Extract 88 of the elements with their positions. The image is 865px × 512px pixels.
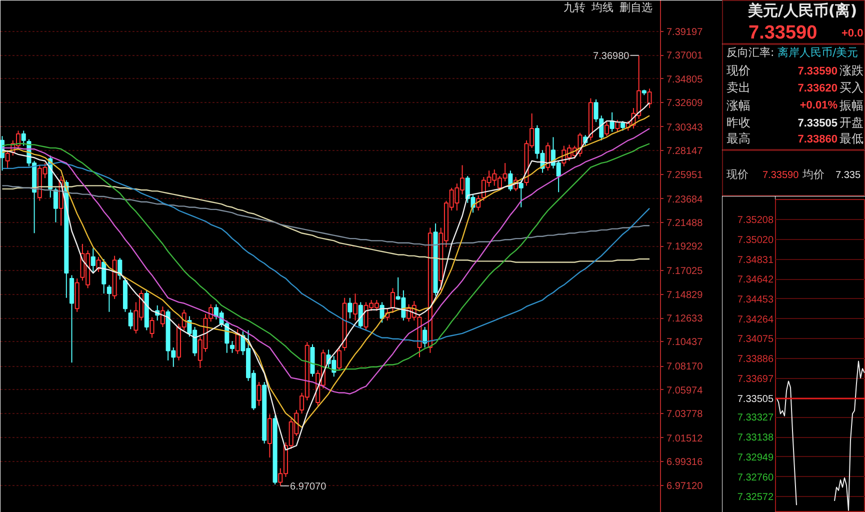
candlestick — [348, 297, 352, 319]
text: +0.01% — [800, 100, 838, 112]
text: 反向汇率: — [726, 46, 774, 59]
text: 7.33590 — [798, 66, 838, 78]
y-tick-label: 7.33327 — [737, 412, 774, 424]
text: 均价 — [802, 168, 824, 181]
text: 美元/人民币(离) — [746, 2, 858, 20]
y-tick-label: 7.12633 — [666, 314, 704, 324]
candlestick — [21, 130, 26, 146]
candlestick — [336, 346, 342, 371]
y-tick-label: 7.30343 — [666, 122, 704, 134]
y-tick-label: 7.23684 — [666, 194, 704, 206]
text: 最低 — [840, 132, 864, 146]
text: 离岸人民币/美元 — [778, 46, 858, 59]
candlestick — [150, 316, 154, 338]
annotation: 九转 — [564, 1, 586, 14]
candlestick — [620, 120, 626, 132]
y-tick-label: 7.21488 — [666, 218, 704, 229]
text: 涨跌 — [840, 64, 864, 78]
y-tick-label: 7.25951 — [666, 170, 704, 181]
y-tick-label: 7.32949 — [737, 452, 774, 464]
text: 开盘 — [840, 116, 864, 130]
annotation: 6.97070 — [290, 481, 327, 492]
text: 7.33505 — [798, 118, 838, 130]
y-tick-label: 7.32609 — [666, 98, 704, 110]
text: 涨幅 — [726, 98, 750, 112]
text: 买入 — [840, 80, 864, 94]
line-series — [2, 185, 650, 263]
y-tick-label: 7.35020 — [737, 234, 774, 246]
y-tick-label: 7.03778 — [666, 409, 704, 420]
candlestick — [422, 326, 428, 348]
y-tick-label: 7.33697 — [737, 374, 774, 385]
y-tick-label: 7.08170 — [666, 362, 704, 373]
y-tick-label: 7.33886 — [737, 354, 774, 366]
text: 7.33590 — [762, 170, 800, 181]
y-tick-label: 7.28147 — [666, 146, 704, 158]
candlestick — [102, 258, 106, 294]
candlestick — [90, 248, 96, 274]
text: 振幅 — [840, 98, 864, 112]
annotation: 7.36980 — [593, 50, 630, 62]
text: 7.33620 — [798, 82, 838, 94]
y-tick-label: 7.17025 — [666, 266, 704, 278]
line-series — [2, 185, 650, 246]
candlestick — [518, 180, 524, 208]
y-tick-label: 7.01512 — [666, 433, 704, 444]
candlestick — [53, 187, 58, 223]
candlestick — [128, 309, 133, 330]
candlestick — [546, 142, 550, 172]
candlestick — [390, 288, 396, 314]
text: 卖出 — [726, 80, 750, 94]
y-tick-label: 7.14829 — [666, 290, 704, 301]
candlestick — [96, 256, 101, 272]
y-tick-label: 7.34264 — [737, 314, 774, 326]
candlestick — [256, 381, 262, 406]
annotation: 删自选 — [620, 1, 652, 14]
text: +0.0 — [842, 28, 864, 40]
candlestick — [647, 88, 652, 109]
text: 7.33860 — [798, 134, 838, 146]
candlestick — [353, 293, 358, 322]
y-tick-label: 7.19292 — [666, 242, 704, 253]
y-tick-label: 7.10437 — [666, 337, 704, 348]
candlestick — [230, 340, 235, 354]
text: 昨收 — [726, 116, 750, 130]
y-tick-label: 7.32572 — [737, 492, 774, 504]
text: 现价 — [726, 64, 750, 78]
y-tick-label: 7.34453 — [737, 294, 774, 306]
y-tick-label: 7.33138 — [737, 432, 774, 444]
text: 最高 — [726, 132, 750, 146]
candlestick — [106, 284, 112, 312]
y-tick-label: 7.39197 — [666, 26, 704, 38]
line-series — [2, 161, 650, 343]
y-tick-label: 7.34805 — [666, 74, 704, 86]
y-tick-label: 7.35208 — [737, 215, 774, 226]
text: 7.335 — [836, 170, 861, 181]
y-tick-label: 7.34075 — [737, 334, 774, 346]
y-tick-label: 7.34642 — [737, 274, 774, 286]
text: 现价 — [726, 168, 748, 181]
candlestick — [604, 122, 609, 137]
y-tick-label: 7.05974 — [666, 385, 704, 396]
candlestick — [5, 150, 10, 169]
y-tick-label: 7.37001 — [666, 50, 704, 62]
annotation: 均线 — [590, 1, 614, 14]
y-tick-label: 7.32760 — [737, 472, 774, 484]
y-tick-label: 6.97120 — [666, 480, 704, 492]
y-tick-label: 6.99316 — [666, 457, 704, 468]
y-tick-label: 7.34831 — [737, 254, 774, 266]
text: 7.33590 — [748, 22, 818, 44]
y-tick-label: 7.33505 — [737, 394, 774, 406]
